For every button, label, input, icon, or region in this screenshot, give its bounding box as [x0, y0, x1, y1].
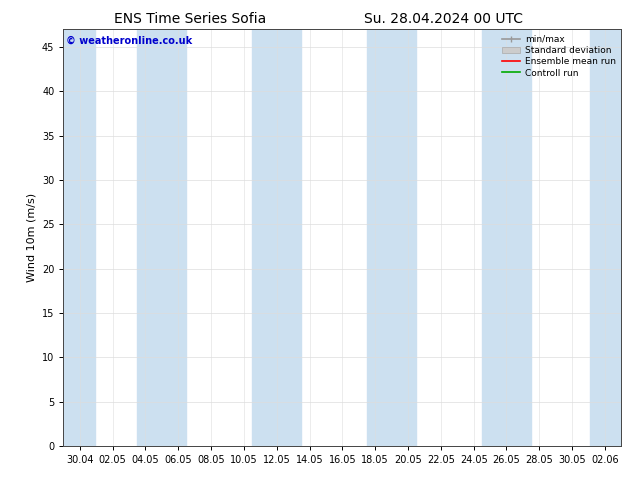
Legend: min/max, Standard deviation, Ensemble mean run, Controll run: min/max, Standard deviation, Ensemble me… — [499, 31, 619, 81]
Y-axis label: Wind 10m (m/s): Wind 10m (m/s) — [27, 193, 36, 282]
Bar — [590, 29, 634, 446]
Bar — [137, 29, 186, 446]
Bar — [482, 29, 531, 446]
Bar — [367, 29, 416, 446]
Text: © weatheronline.co.uk: © weatheronline.co.uk — [66, 36, 193, 46]
Text: ENS Time Series Sofia: ENS Time Series Sofia — [114, 12, 266, 26]
Bar — [252, 29, 301, 446]
Bar — [46, 29, 94, 446]
Text: Su. 28.04.2024 00 UTC: Su. 28.04.2024 00 UTC — [365, 12, 523, 26]
